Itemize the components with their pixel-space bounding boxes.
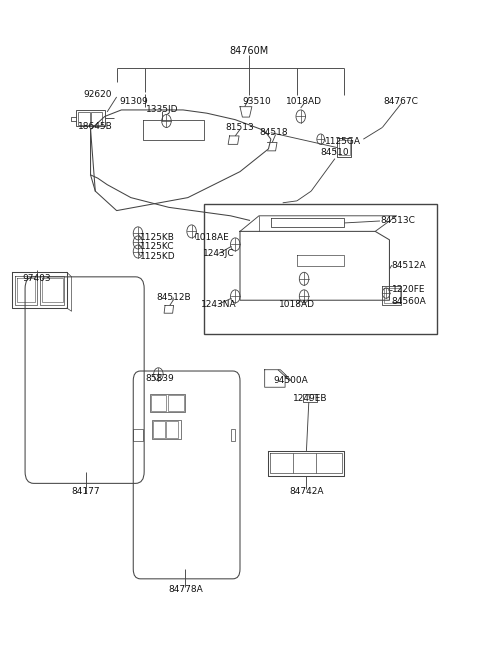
Bar <box>151 395 167 411</box>
Text: 1018AE: 1018AE <box>195 233 229 242</box>
Bar <box>78 112 90 125</box>
Text: 84767C: 84767C <box>384 97 419 106</box>
Text: 84760M: 84760M <box>230 47 269 56</box>
Text: 1249EB: 1249EB <box>293 394 327 403</box>
Bar <box>230 430 235 441</box>
Text: 84177: 84177 <box>72 487 100 496</box>
Text: 93510: 93510 <box>242 97 271 106</box>
Bar <box>76 110 105 126</box>
Text: 1125KD: 1125KD <box>140 252 176 261</box>
Text: 81513: 81513 <box>226 123 254 132</box>
Bar <box>152 420 180 440</box>
Text: 1125GA: 1125GA <box>325 138 361 146</box>
Text: 1018AD: 1018AD <box>279 299 315 309</box>
Text: 1125KC: 1125KC <box>140 242 175 252</box>
Bar <box>150 394 185 412</box>
Text: 1243NA: 1243NA <box>201 299 237 309</box>
Text: 92620: 92620 <box>84 90 112 100</box>
Text: 84512A: 84512A <box>392 261 426 270</box>
Text: 84512B: 84512B <box>156 293 191 302</box>
Text: 84513C: 84513C <box>380 217 415 225</box>
Text: 1018AD: 1018AD <box>286 97 322 106</box>
Text: 84560A: 84560A <box>392 297 427 306</box>
Text: 84510: 84510 <box>321 147 349 157</box>
Bar <box>133 430 143 441</box>
Text: 1243JC: 1243JC <box>203 249 234 258</box>
Text: 18645B: 18645B <box>78 122 113 130</box>
Bar <box>153 421 165 438</box>
Text: 85839: 85839 <box>145 373 174 383</box>
Bar <box>91 112 102 125</box>
Text: 91309: 91309 <box>119 97 148 106</box>
Bar <box>167 421 179 438</box>
Text: 1335JD: 1335JD <box>145 105 178 114</box>
Text: 1125KB: 1125KB <box>140 233 175 242</box>
Bar <box>168 395 183 411</box>
Text: 84778A: 84778A <box>168 586 203 594</box>
Text: 84518: 84518 <box>259 128 288 137</box>
Bar <box>204 204 437 334</box>
Text: 94500A: 94500A <box>274 376 309 385</box>
Text: 1220FE: 1220FE <box>392 286 425 294</box>
Text: 97403: 97403 <box>23 274 51 283</box>
Text: 84742A: 84742A <box>289 487 324 496</box>
